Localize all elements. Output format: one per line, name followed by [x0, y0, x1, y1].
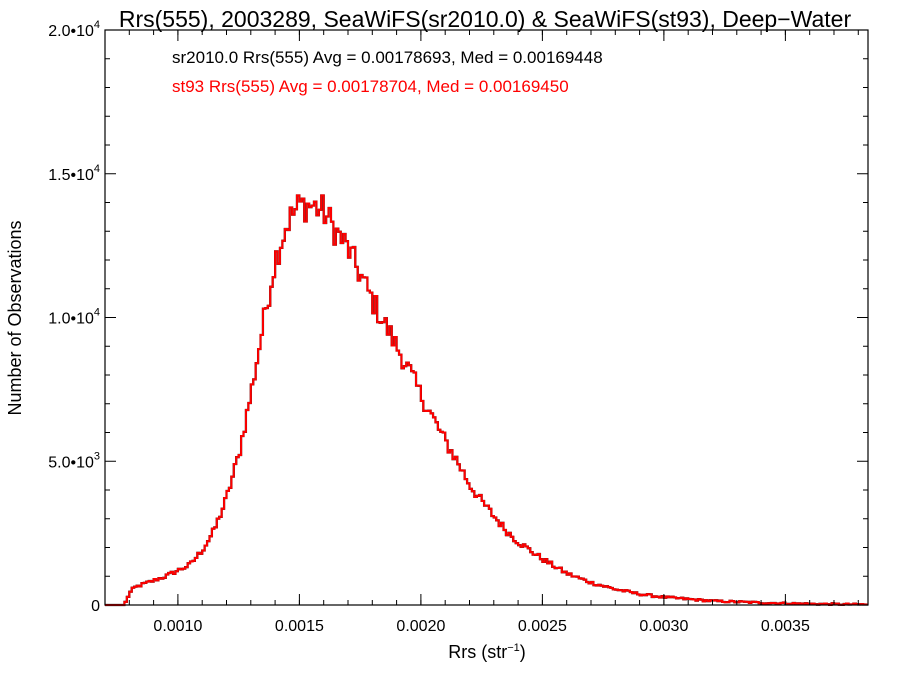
series-st93-line: [105, 194, 868, 606]
y-tick-label: 0: [91, 598, 100, 615]
y-tick-label: 1.5•104: [48, 163, 100, 184]
x-tick-label: 0.0015: [275, 618, 324, 635]
y-tick-label: 2.0•104: [48, 19, 100, 40]
chart-title: Rrs(555), 2003289, SeaWiFS(sr2010.0) & S…: [119, 6, 852, 32]
x-tick-label: 0.0030: [639, 618, 688, 635]
y-tick-label: 5.0•103: [48, 450, 100, 471]
x-tick-label: 0.0035: [761, 618, 810, 635]
x-axis-label: Rrs (str−1): [448, 642, 526, 662]
annotations: sr2010.0 Rrs(555) Avg = 0.00178693, Med …: [172, 48, 603, 96]
x-tick-label: 0.0025: [518, 618, 567, 635]
annotation-st93: st93 Rrs(555) Avg = 0.00178704, Med = 0.…: [172, 77, 569, 96]
x-tick-label: 0.0010: [153, 618, 202, 635]
plot-area: 0.0010 0.0015 0.0020 0.0025 0.0030 0.0035 0 5.0…: [48, 19, 869, 635]
x-tick-label: 0.0020: [396, 618, 445, 635]
annotation-sr2010: sr2010.0 Rrs(555) Avg = 0.00178693, Med …: [172, 48, 603, 67]
y-axis-label: Number of Observations: [5, 220, 25, 415]
y-tick-label: 1.0•104: [48, 307, 100, 328]
